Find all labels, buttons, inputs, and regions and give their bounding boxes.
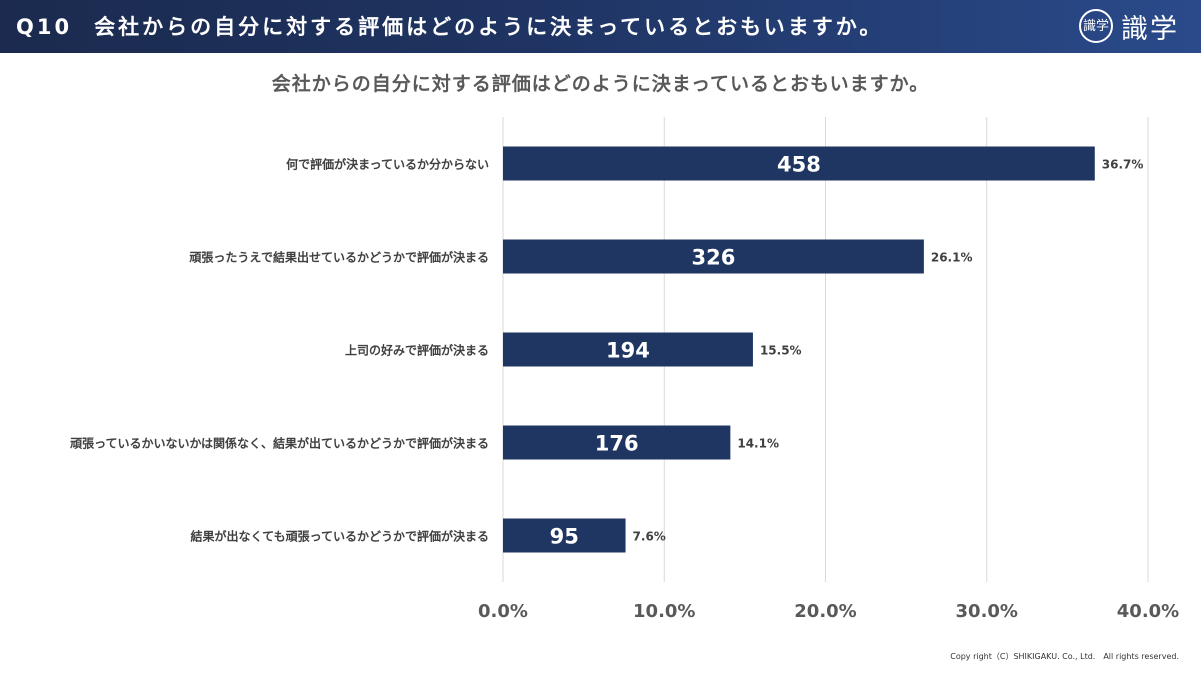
bar [503, 518, 626, 553]
bar-count-label: 194 [606, 339, 650, 363]
bar [503, 239, 924, 274]
x-tick-label: 40.0% [1117, 601, 1179, 622]
bar-percent-label: 26.1% [931, 251, 973, 265]
bar [503, 332, 753, 367]
category-label: 上司の好みで評価が決まる [345, 343, 489, 358]
bar-count-label: 176 [595, 432, 639, 456]
bar-count-label: 326 [692, 246, 736, 270]
bar-percent-label: 15.5% [760, 344, 802, 358]
copyright-text: Copy right（C）SHIKIGAKU. Co., Ltd. All ri… [950, 652, 1179, 661]
x-tick-label: 10.0% [633, 601, 695, 622]
bar-count-label: 458 [777, 153, 821, 177]
company-logo: 識学 識学 [1079, 7, 1179, 45]
header-bar: Q10 会社からの自分に対する評価はどのように決まっているとおもいますか。 識学 … [0, 0, 1201, 53]
bar [503, 425, 731, 460]
x-tick-label: 20.0% [794, 601, 856, 622]
logo-text: 識学 [1121, 13, 1179, 45]
bar-percent-label: 14.1% [737, 437, 779, 451]
logo-seal-icon: 識学 [1079, 9, 1113, 43]
bar-percent-label: 7.6% [633, 530, 666, 544]
x-tick-label: 30.0% [956, 601, 1018, 622]
category-label: 頑張ったうえで結果出せているかどうかで評価が決まる [188, 250, 489, 265]
question-number: Q10 [16, 15, 73, 39]
question-text: 会社からの自分に対する評価はどのように決まっているとおもいますか。 [94, 15, 884, 39]
bar-count-label: 95 [550, 525, 579, 549]
x-tick-label: 0.0% [478, 601, 528, 622]
category-label: 結果が出なくても頑張っているかどうかで評価が決まる [191, 529, 489, 544]
category-label: 頑張っているかいないかは関係なく、結果が出ているかどうかで評価が決まる [69, 436, 489, 451]
chart-title: 会社からの自分に対する評価はどのように決まっているとおもいますか。 [271, 73, 930, 95]
page-title: Q10 会社からの自分に対する評価はどのように決まっているとおもいますか。 [16, 11, 883, 41]
bar-percent-label: 36.7% [1102, 158, 1144, 172]
category-label: 何で評価が決まっているか分からない [286, 157, 489, 172]
bar [503, 146, 1095, 181]
